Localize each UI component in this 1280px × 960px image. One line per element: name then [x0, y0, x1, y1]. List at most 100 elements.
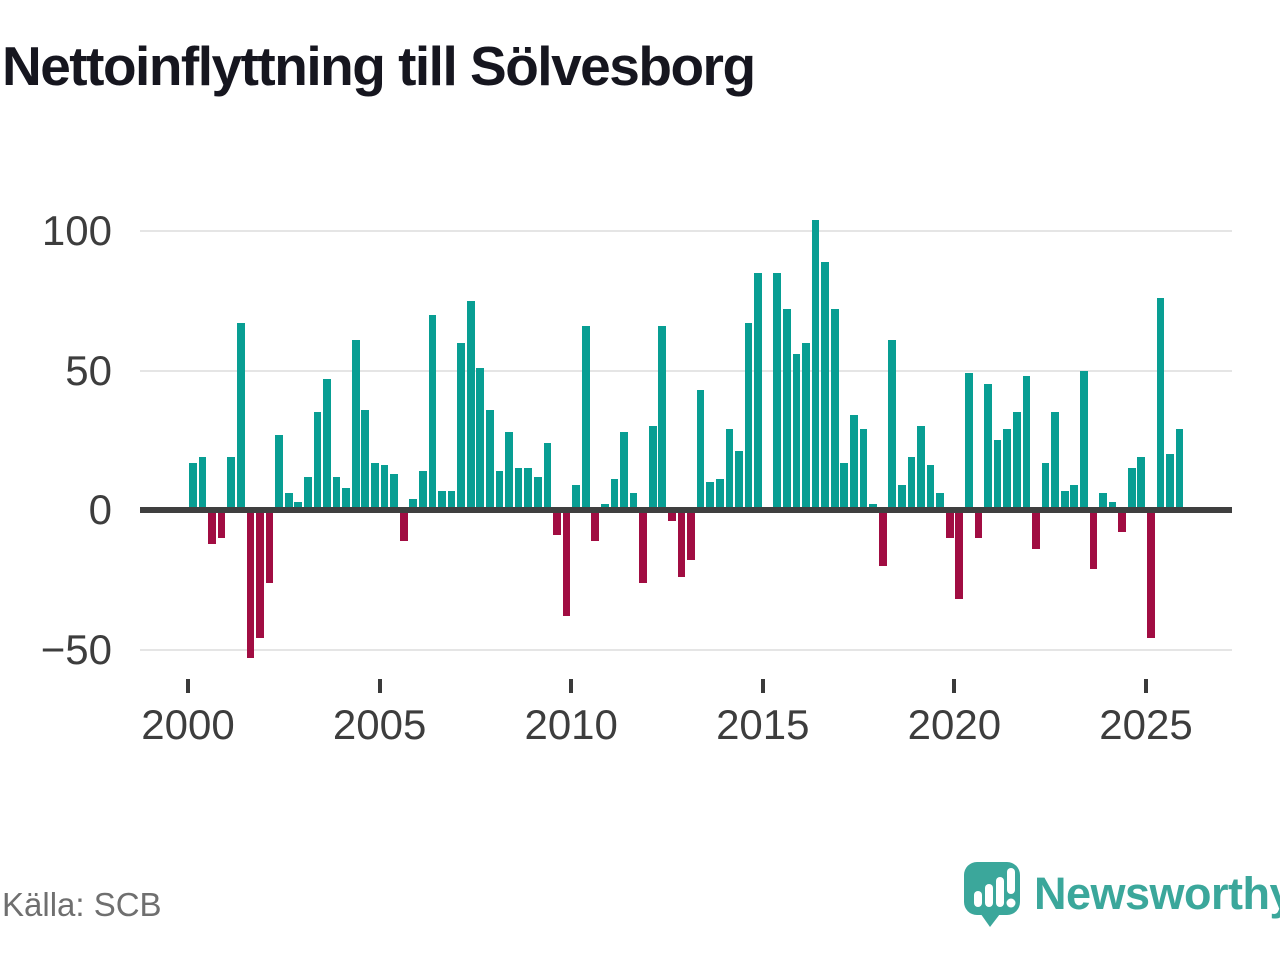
bar-2007-q1	[457, 342, 465, 510]
bar-2019-q3	[936, 493, 944, 510]
bar-2013-q1	[687, 510, 695, 561]
bar-2014-q2	[735, 451, 743, 510]
bar-2022-q2	[1041, 462, 1050, 510]
bar-2005-q2	[390, 473, 398, 510]
bar-2011-q3	[629, 493, 638, 510]
bar-2011-q1	[610, 479, 619, 510]
y-axis-label-0: 0	[88, 486, 112, 533]
bar-2015-q2	[773, 272, 782, 511]
bar-2024-q1	[1108, 501, 1117, 510]
bar-2018-q1	[878, 510, 887, 566]
bar-2014-q3	[744, 323, 753, 510]
x-axis-label-2000: 2000	[141, 701, 235, 748]
bar-2014-q4	[754, 272, 762, 511]
y-axis-label--50: −50	[40, 625, 112, 673]
bar-2024-q2	[1118, 510, 1127, 533]
x-axis-tick-2020	[952, 679, 957, 693]
bar-2002-q2	[275, 434, 283, 510]
bar-2023-q4	[1099, 493, 1107, 510]
bar-2014-q1	[725, 429, 734, 510]
bar-2021-q1	[993, 440, 1002, 511]
bar-2001-q4	[256, 510, 264, 639]
bar-2000-q1	[189, 462, 197, 510]
bar-2013-q2	[696, 390, 705, 510]
bar-2016-q1	[802, 342, 810, 510]
bar-2020-q1	[955, 510, 964, 600]
bar-2000-q4	[217, 510, 226, 538]
bar-2022-q1	[1032, 510, 1040, 550]
bar-2015-q3	[783, 309, 791, 510]
bar-2001-q2	[236, 323, 245, 510]
newsworthy-brand: Newsworthy	[963, 860, 1280, 930]
bar-2000-q3	[208, 510, 216, 544]
gridline-50	[140, 369, 1232, 372]
bar-2019-q2	[926, 465, 935, 510]
bar-2012-q1	[648, 426, 657, 510]
bar-2007-q3	[476, 367, 485, 510]
bar-2005-q4	[409, 498, 418, 510]
x-axis-tick-2005	[377, 679, 382, 693]
bar-2024-q3	[1127, 468, 1136, 510]
bar-2019-q4	[945, 510, 954, 538]
bar-2006-q4	[447, 490, 456, 510]
bar-2021-q3	[1012, 412, 1021, 511]
bar-2013-q4	[715, 479, 724, 510]
gridline-100	[140, 230, 1232, 232]
bar-2001-q1	[227, 457, 236, 510]
bar-2025-q3	[1166, 454, 1174, 510]
bar-2020-q4	[984, 384, 992, 510]
bar-2008-q2	[505, 431, 513, 510]
y-axis-label-100: 100	[41, 207, 112, 254]
bar-2010-q3	[591, 510, 600, 541]
y-axis-label-50: 50	[65, 346, 112, 394]
source-label: Källa: SCB	[2, 886, 162, 923]
bar-2004-q1	[342, 487, 351, 510]
bar-2001-q3	[246, 510, 255, 658]
bar-2002-q1	[265, 510, 274, 583]
x-axis-label-2025: 2025	[1099, 701, 1193, 748]
bar-2018-q3	[897, 484, 906, 510]
bar-2008-q4	[524, 468, 533, 510]
bar-2017-q3	[859, 429, 868, 510]
bar-2007-q4	[486, 409, 494, 510]
bar-2003-q3	[323, 378, 331, 510]
bar-2009-q2	[543, 443, 552, 510]
bar-2023-q2	[1079, 370, 1088, 510]
bar-2012-q3	[668, 510, 676, 522]
bar-2018-q4	[907, 457, 916, 510]
bar-2013-q3	[706, 482, 715, 510]
x-axis-tick-2025	[1144, 679, 1148, 693]
bar-2004-q2	[351, 339, 360, 510]
x-axis-tick-2015	[760, 679, 765, 693]
zero-axis-line	[140, 507, 1232, 513]
bar-2009-q4	[562, 510, 571, 616]
x-axis-tick-2010	[569, 679, 574, 693]
chart-title: Nettoinflyttning till Sölvesborg	[2, 35, 756, 97]
bar-2025-q4	[1175, 429, 1184, 510]
x-axis-label-2010: 2010	[524, 701, 618, 748]
bar-2006-q2	[428, 314, 437, 510]
newsworthy-logo-text: Newsworthy	[1034, 868, 1280, 919]
bar-2000-q2	[198, 457, 207, 510]
bar-2021-q4	[1022, 376, 1031, 510]
x-axis-label-2005: 2005	[332, 701, 427, 748]
bar-2008-q1	[495, 470, 504, 510]
bar-2018-q2	[888, 339, 897, 510]
bar-2016-q2	[811, 219, 820, 510]
bar-2007-q2	[466, 300, 475, 511]
bar-2011-q2	[620, 431, 628, 510]
bar-2022-q4	[1060, 490, 1069, 510]
bar-2025-q1	[1147, 510, 1155, 639]
bar-2012-q2	[658, 325, 667, 510]
bar-2010-q2	[581, 325, 590, 510]
bar-2005-q1	[380, 465, 389, 510]
bar-2025-q2	[1156, 298, 1165, 510]
bar-2009-q3	[553, 510, 561, 536]
bar-2003-q1	[304, 476, 312, 510]
bar-2005-q3	[399, 510, 408, 541]
bar-2004-q4	[371, 462, 379, 510]
bar-2012-q4	[677, 510, 686, 577]
bar-2021-q2	[1003, 429, 1012, 510]
